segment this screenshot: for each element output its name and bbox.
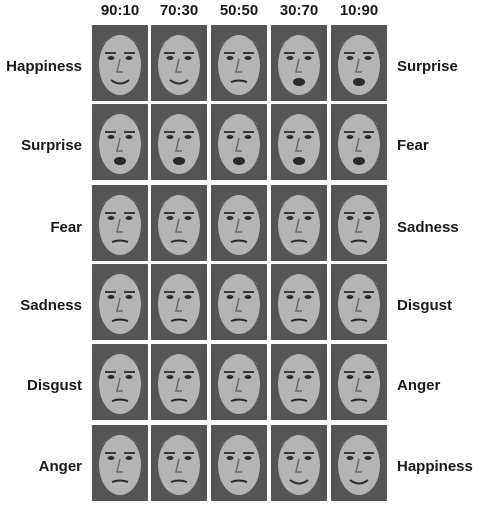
row-label-left: Disgust xyxy=(26,377,82,394)
face-photo xyxy=(331,104,387,180)
face-photo xyxy=(92,185,148,261)
row-label-left: Sadness xyxy=(20,297,82,314)
face-photo xyxy=(331,344,387,420)
face-photo xyxy=(92,104,148,180)
column-header-30-70: 30:70 xyxy=(279,2,319,19)
face-photo xyxy=(271,185,327,261)
face-photo xyxy=(211,264,267,340)
face-photo xyxy=(211,425,267,501)
row-label-left: Anger xyxy=(38,458,82,475)
face-photo xyxy=(271,104,327,180)
face-photo xyxy=(92,344,148,420)
row-label-left: Surprise xyxy=(21,137,82,154)
row-label-right: Sadness xyxy=(397,219,459,236)
face-photo xyxy=(92,425,148,501)
row-label-right: Anger xyxy=(397,377,441,394)
row-label-right: Surprise xyxy=(397,58,458,75)
face-photo xyxy=(331,425,387,501)
face-photo xyxy=(271,425,327,501)
face-photo xyxy=(92,25,148,101)
column-header-90-10: 90:10 xyxy=(100,2,140,19)
face-photo xyxy=(151,264,207,340)
face-photo xyxy=(271,264,327,340)
column-header-70-30: 70:30 xyxy=(159,2,199,19)
face-photo xyxy=(331,185,387,261)
face-photo xyxy=(331,264,387,340)
row-label-right: Happiness xyxy=(397,458,473,475)
face-photo xyxy=(211,185,267,261)
row-label-left: Fear xyxy=(50,219,82,236)
face-photo xyxy=(151,425,207,501)
face-photo xyxy=(151,344,207,420)
face-photo xyxy=(151,185,207,261)
row-label-right: Disgust xyxy=(397,297,453,314)
face-photo xyxy=(211,25,267,101)
row-label-right: Fear xyxy=(397,137,429,154)
face-photo xyxy=(92,264,148,340)
face-photo xyxy=(271,25,327,101)
row-label-left: Happiness xyxy=(6,58,82,75)
face-photo xyxy=(151,25,207,101)
column-header-10-90: 10:90 xyxy=(339,2,379,19)
face-photo xyxy=(151,104,207,180)
face-photo xyxy=(331,25,387,101)
column-header-50-50: 50:50 xyxy=(219,2,259,19)
face-photo xyxy=(211,104,267,180)
face-photo xyxy=(211,344,267,420)
face-photo xyxy=(271,344,327,420)
